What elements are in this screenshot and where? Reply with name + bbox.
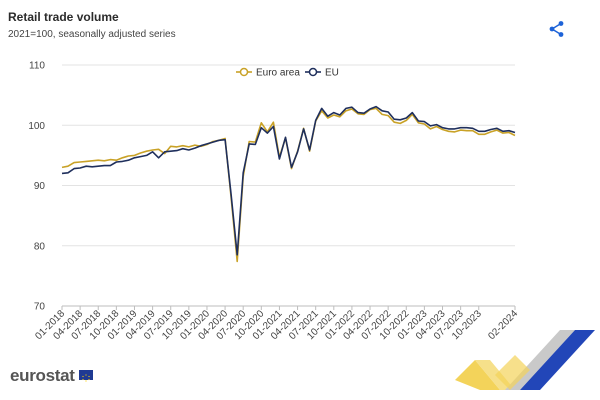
y-axis-ticks: 70 80 90 100 110 bbox=[28, 61, 45, 313]
legend-marker bbox=[239, 67, 249, 77]
chart-title: Retail trade volume bbox=[8, 10, 119, 24]
series-line-euro-area bbox=[61, 107, 516, 263]
legend-label: EU bbox=[325, 68, 339, 79]
series-line-eu bbox=[61, 105, 516, 256]
legend-marker bbox=[308, 67, 318, 77]
chart-subtitle: 2021=100, seasonally adjusted series bbox=[8, 29, 176, 40]
x-axis-ticks: 01-201804-201807-201810-201801-201904-20… bbox=[33, 306, 520, 342]
y-tick-label: 110 bbox=[29, 61, 45, 72]
grid-lines bbox=[62, 64, 515, 307]
share-icon[interactable] bbox=[548, 20, 566, 38]
legend-label: Euro area bbox=[256, 68, 300, 79]
y-tick-label: 80 bbox=[34, 241, 46, 252]
legend: Euro area EU bbox=[236, 68, 339, 79]
y-tick-label: 70 bbox=[34, 302, 46, 313]
legend-item-euro-area[interactable]: Euro area bbox=[236, 68, 300, 79]
decorative-chevron-graphic bbox=[455, 330, 595, 390]
series-lines bbox=[61, 105, 516, 263]
y-tick-label: 90 bbox=[34, 181, 46, 192]
eu-flag-icon bbox=[79, 370, 93, 382]
y-tick-label: 100 bbox=[28, 121, 45, 132]
legend-item-eu[interactable]: EU bbox=[305, 68, 339, 79]
eurostat-logo: eurostat bbox=[10, 366, 75, 385]
